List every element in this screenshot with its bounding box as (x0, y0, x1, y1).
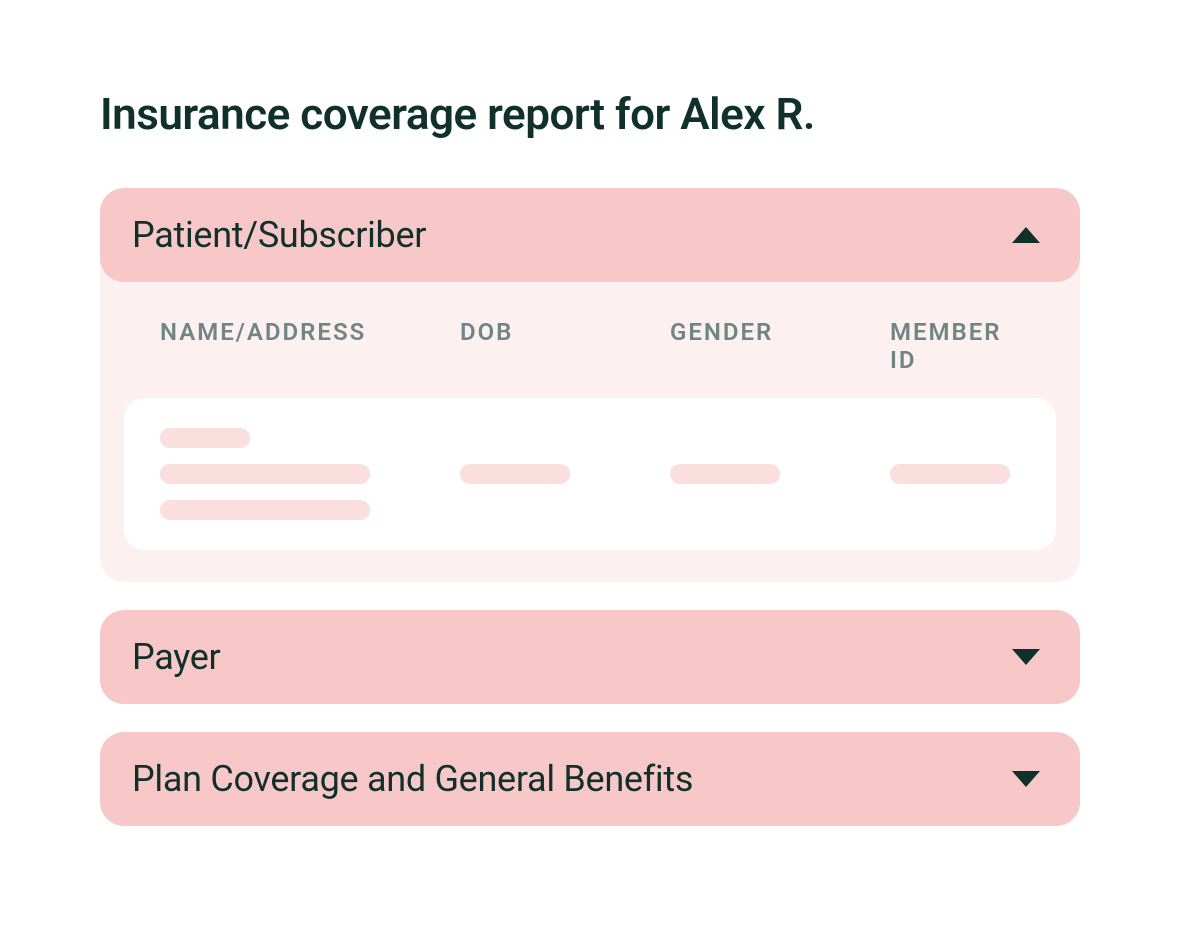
section-body: NAME/ADDRESS DOB GENDER MEMBER ID (100, 282, 1080, 582)
placeholder-bar (160, 500, 370, 520)
placeholder-bar (160, 428, 250, 448)
caret-down-icon (1012, 771, 1040, 787)
column-headers: NAME/ADDRESS DOB GENDER MEMBER ID (124, 306, 1056, 398)
caret-up-icon (1012, 227, 1040, 243)
section-header-payer[interactable]: Payer (100, 610, 1080, 704)
report-card: Insurance coverage report for Alex R. Pa… (0, 0, 1180, 934)
section-title: Payer (132, 636, 220, 678)
cell-name-address (160, 428, 460, 520)
section-title: Plan Coverage and General Benefits (132, 758, 693, 800)
caret-down-icon (1012, 649, 1040, 665)
section-patient-subscriber: Patient/Subscriber NAME/ADDRESS DOB GEND… (100, 188, 1080, 582)
placeholder-bar (670, 464, 780, 484)
section-payer: Payer (100, 610, 1080, 704)
section-container: Patient/Subscriber NAME/ADDRESS DOB GEND… (100, 188, 1080, 582)
placeholder-bar (890, 464, 1010, 484)
placeholder-bar (160, 464, 370, 484)
placeholder-bar (460, 464, 570, 484)
table-row (124, 398, 1056, 550)
page-title: Insurance coverage report for Alex R. (100, 88, 1080, 140)
cell-dob (460, 464, 670, 484)
col-name-address: NAME/ADDRESS (160, 318, 460, 374)
cell-member-id (890, 464, 1026, 484)
section-header-patient-subscriber[interactable]: Patient/Subscriber (100, 188, 1080, 282)
section-title: Patient/Subscriber (132, 214, 426, 256)
col-member-id: MEMBER ID (890, 318, 1026, 374)
cell-gender (670, 464, 890, 484)
col-gender: GENDER (670, 318, 890, 374)
section-header-plan-coverage[interactable]: Plan Coverage and General Benefits (100, 732, 1080, 826)
section-plan-coverage: Plan Coverage and General Benefits (100, 732, 1080, 826)
col-dob: DOB (460, 318, 670, 374)
